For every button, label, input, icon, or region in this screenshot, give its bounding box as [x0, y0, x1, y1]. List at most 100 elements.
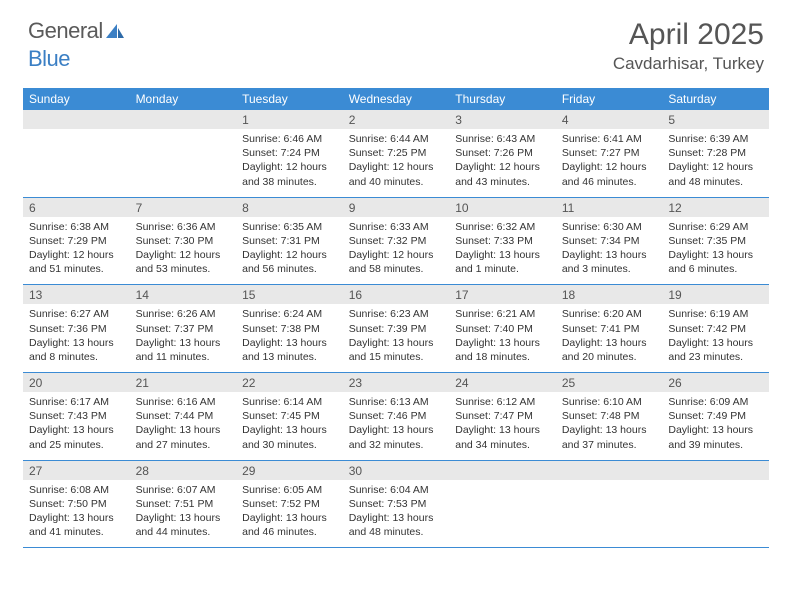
day-cell: 15Sunrise: 6:24 AMSunset: 7:38 PMDayligh… [236, 285, 343, 373]
title-block: April 2025 Cavdarhisar, Turkey [613, 18, 764, 74]
day-data [449, 480, 556, 538]
daylight-text: Daylight: 12 hours and 58 minutes. [349, 248, 444, 276]
day-number [23, 110, 130, 129]
sunset-text: Sunset: 7:47 PM [455, 409, 550, 423]
sunrise-text: Sunrise: 6:09 AM [668, 395, 763, 409]
daylight-text: Daylight: 13 hours and 39 minutes. [668, 423, 763, 451]
day-data: Sunrise: 6:19 AMSunset: 7:42 PMDaylight:… [662, 304, 769, 372]
daylight-text: Daylight: 13 hours and 11 minutes. [136, 336, 231, 364]
daylight-text: Daylight: 13 hours and 48 minutes. [349, 511, 444, 539]
day-cell [23, 110, 130, 197]
day-number: 22 [236, 373, 343, 392]
week-row: 20Sunrise: 6:17 AMSunset: 7:43 PMDayligh… [23, 373, 769, 461]
day-data: Sunrise: 6:23 AMSunset: 7:39 PMDaylight:… [343, 304, 450, 372]
day-cell: 5Sunrise: 6:39 AMSunset: 7:28 PMDaylight… [662, 110, 769, 197]
sunrise-text: Sunrise: 6:36 AM [136, 220, 231, 234]
day-number: 20 [23, 373, 130, 392]
day-number: 5 [662, 110, 769, 129]
day-number: 10 [449, 198, 556, 217]
day-cell: 19Sunrise: 6:19 AMSunset: 7:42 PMDayligh… [662, 285, 769, 373]
day-cell: 17Sunrise: 6:21 AMSunset: 7:40 PMDayligh… [449, 285, 556, 373]
day-number: 1 [236, 110, 343, 129]
day-number: 11 [556, 198, 663, 217]
day-data: Sunrise: 6:36 AMSunset: 7:30 PMDaylight:… [130, 217, 237, 285]
sunset-text: Sunset: 7:44 PM [136, 409, 231, 423]
day-cell: 21Sunrise: 6:16 AMSunset: 7:44 PMDayligh… [130, 373, 237, 461]
sunset-text: Sunset: 7:36 PM [29, 322, 124, 336]
day-data: Sunrise: 6:39 AMSunset: 7:28 PMDaylight:… [662, 129, 769, 197]
logo-line2: Blue [28, 46, 70, 72]
day-cell [449, 460, 556, 548]
sunrise-text: Sunrise: 6:44 AM [349, 132, 444, 146]
daylight-text: Daylight: 13 hours and 32 minutes. [349, 423, 444, 451]
daylight-text: Daylight: 13 hours and 34 minutes. [455, 423, 550, 451]
calendar-table: Sunday Monday Tuesday Wednesday Thursday… [23, 88, 769, 548]
day-cell: 10Sunrise: 6:32 AMSunset: 7:33 PMDayligh… [449, 197, 556, 285]
day-data: Sunrise: 6:05 AMSunset: 7:52 PMDaylight:… [236, 480, 343, 548]
day-data: Sunrise: 6:17 AMSunset: 7:43 PMDaylight:… [23, 392, 130, 460]
day-number: 25 [556, 373, 663, 392]
sunrise-text: Sunrise: 6:41 AM [562, 132, 657, 146]
daylight-text: Daylight: 13 hours and 8 minutes. [29, 336, 124, 364]
sunset-text: Sunset: 7:26 PM [455, 146, 550, 160]
day-cell: 18Sunrise: 6:20 AMSunset: 7:41 PMDayligh… [556, 285, 663, 373]
daylight-text: Daylight: 13 hours and 37 minutes. [562, 423, 657, 451]
day-number: 7 [130, 198, 237, 217]
sunrise-text: Sunrise: 6:27 AM [29, 307, 124, 321]
daylight-text: Daylight: 13 hours and 27 minutes. [136, 423, 231, 451]
day-number [449, 461, 556, 480]
day-cell: 2Sunrise: 6:44 AMSunset: 7:25 PMDaylight… [343, 110, 450, 197]
sunrise-text: Sunrise: 6:12 AM [455, 395, 550, 409]
day-data [556, 480, 663, 538]
sunset-text: Sunset: 7:50 PM [29, 497, 124, 511]
sunrise-text: Sunrise: 6:20 AM [562, 307, 657, 321]
sunset-text: Sunset: 7:48 PM [562, 409, 657, 423]
day-cell: 28Sunrise: 6:07 AMSunset: 7:51 PMDayligh… [130, 460, 237, 548]
sunset-text: Sunset: 7:49 PM [668, 409, 763, 423]
sunrise-text: Sunrise: 6:35 AM [242, 220, 337, 234]
day-number [556, 461, 663, 480]
day-data: Sunrise: 6:38 AMSunset: 7:29 PMDaylight:… [23, 217, 130, 285]
day-data: Sunrise: 6:08 AMSunset: 7:50 PMDaylight:… [23, 480, 130, 548]
day-data: Sunrise: 6:20 AMSunset: 7:41 PMDaylight:… [556, 304, 663, 372]
day-number: 30 [343, 461, 450, 480]
day-cell: 25 Sunrise: 6:10 AMSunset: 7:48 PMDayligh… [556, 373, 663, 461]
day-number: 8 [236, 198, 343, 217]
sunset-text: Sunset: 7:30 PM [136, 234, 231, 248]
day-data: Sunrise: 6:26 AMSunset: 7:37 PMDaylight:… [130, 304, 237, 372]
day-number: 2 [343, 110, 450, 129]
daylight-text: Daylight: 13 hours and 25 minutes. [29, 423, 124, 451]
day-number: 15 [236, 285, 343, 304]
day-cell: 16Sunrise: 6:23 AMSunset: 7:39 PMDayligh… [343, 285, 450, 373]
day-data: Sunrise: 6:04 AMSunset: 7:53 PMDaylight:… [343, 480, 450, 548]
sunrise-text: Sunrise: 6:10 AM [562, 395, 657, 409]
dow-monday: Monday [130, 88, 237, 110]
dow-friday: Friday [556, 88, 663, 110]
sunset-text: Sunset: 7:46 PM [349, 409, 444, 423]
daylight-text: Daylight: 13 hours and 3 minutes. [562, 248, 657, 276]
day-number: 28 [130, 461, 237, 480]
logo-text-1: General [28, 18, 103, 44]
day-cell: 29Sunrise: 6:05 AMSunset: 7:52 PMDayligh… [236, 460, 343, 548]
day-number [662, 461, 769, 480]
day-data: Sunrise: 6:41 AMSunset: 7:27 PMDaylight:… [556, 129, 663, 197]
day-cell: 8Sunrise: 6:35 AMSunset: 7:31 PMDaylight… [236, 197, 343, 285]
sunset-text: Sunset: 7:25 PM [349, 146, 444, 160]
sunrise-text: Sunrise: 6:43 AM [455, 132, 550, 146]
sunset-text: Sunset: 7:29 PM [29, 234, 124, 248]
day-data: Sunrise: 6:33 AMSunset: 7:32 PMDaylight:… [343, 217, 450, 285]
day-data: Sunrise: 6:16 AMSunset: 7:44 PMDaylight:… [130, 392, 237, 460]
day-cell: 11Sunrise: 6:30 AMSunset: 7:34 PMDayligh… [556, 197, 663, 285]
day-number: 4 [556, 110, 663, 129]
day-number: 19 [662, 285, 769, 304]
daylight-text: Daylight: 12 hours and 56 minutes. [242, 248, 337, 276]
daylight-text: Daylight: 12 hours and 53 minutes. [136, 248, 231, 276]
week-row: 13Sunrise: 6:27 AMSunset: 7:36 PMDayligh… [23, 285, 769, 373]
sunset-text: Sunset: 7:34 PM [562, 234, 657, 248]
day-data: Sunrise: 6:29 AMSunset: 7:35 PMDaylight:… [662, 217, 769, 285]
day-data: Sunrise: 6:32 AMSunset: 7:33 PMDaylight:… [449, 217, 556, 285]
sunrise-text: Sunrise: 6:26 AM [136, 307, 231, 321]
day-data: Sunrise: 6:09 AMSunset: 7:49 PMDaylight:… [662, 392, 769, 460]
sunset-text: Sunset: 7:42 PM [668, 322, 763, 336]
day-number: 16 [343, 285, 450, 304]
